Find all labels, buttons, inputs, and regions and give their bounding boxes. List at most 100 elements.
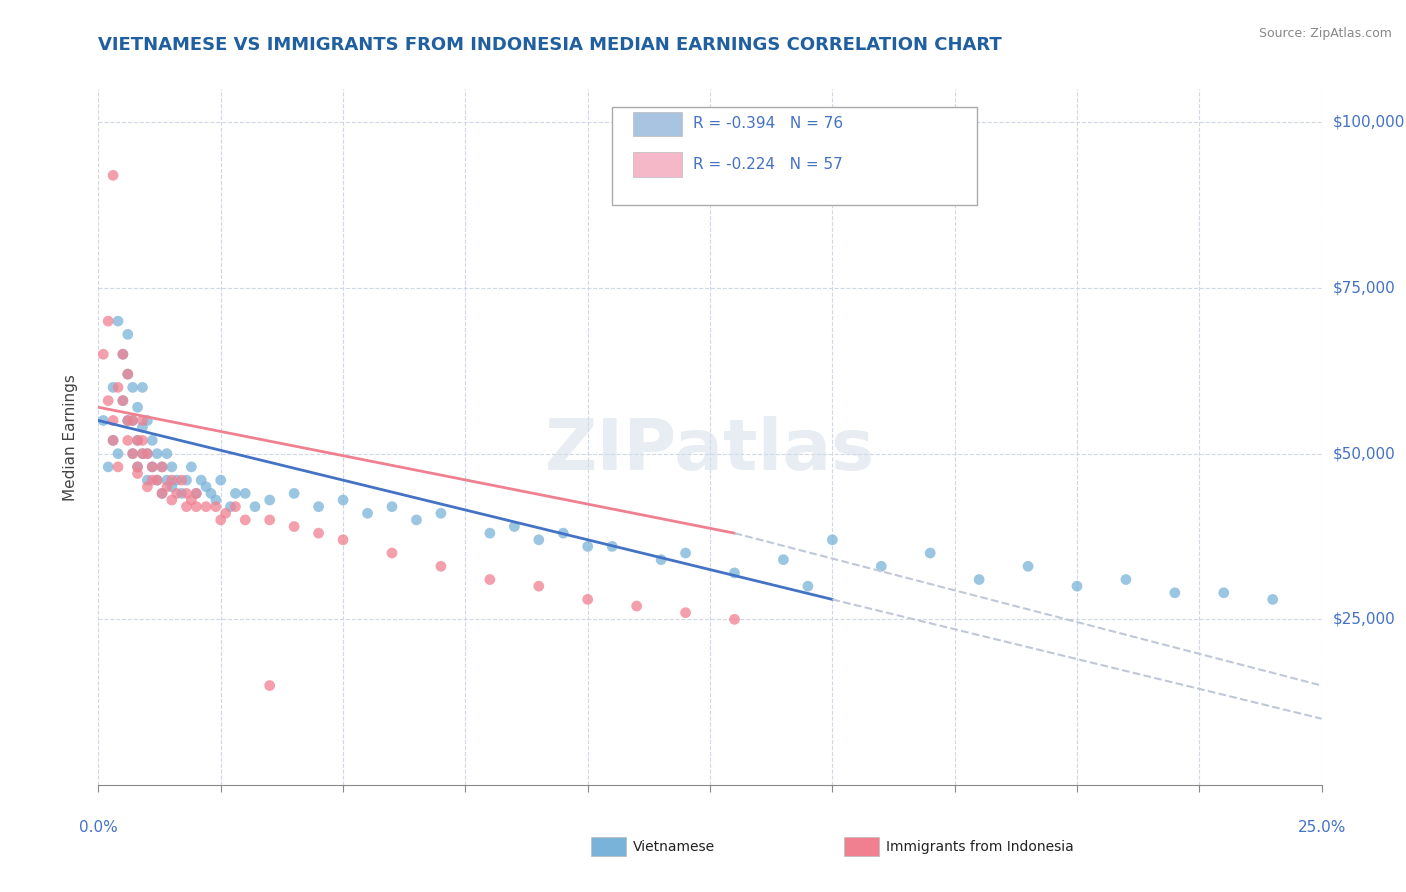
Point [121,413,143,427]
Text: R = -0.224   N = 57: R = -0.224 N = 57 [693,157,844,171]
Point [101,413,124,427]
Point [821,533,844,547]
Point [626,599,648,613]
Point [332,533,354,547]
Point [141,434,163,448]
Point [127,434,149,448]
Point [107,447,129,461]
Point [214,506,236,520]
Point [131,420,153,434]
Point [131,413,153,427]
Point [772,552,794,566]
Point [186,486,208,500]
Point [131,447,153,461]
Point [308,500,330,514]
Point [1212,586,1234,600]
Point [150,486,173,500]
Point [101,380,124,394]
Point [224,500,246,514]
Point [205,493,228,508]
Point [136,473,159,487]
Point [478,573,501,587]
Point [146,447,169,461]
Point [283,519,305,533]
Text: $100,000: $100,000 [1333,115,1405,130]
Point [967,573,990,587]
Point [283,486,305,500]
Point [381,500,404,514]
Point [527,533,550,547]
Point [121,447,143,461]
Point [101,169,124,183]
Point [797,579,820,593]
Point [430,559,453,574]
Point [150,459,173,474]
Point [527,579,550,593]
Point [91,413,114,427]
Point [117,413,139,427]
Point [141,459,163,474]
Point [259,679,281,693]
Point [233,486,256,500]
Point [405,513,427,527]
Point [166,473,188,487]
Point [91,347,114,361]
Point [195,480,218,494]
Text: 25.0%: 25.0% [1298,820,1346,835]
Point [117,367,139,381]
Point [101,434,124,448]
Point [430,506,453,520]
Point [121,380,143,394]
Point [553,526,575,541]
Point [1066,579,1088,593]
Point [141,459,163,474]
Point [176,486,198,500]
Point [870,559,893,574]
Text: $50,000: $50,000 [1333,446,1396,461]
Point [200,486,222,500]
Text: R = -0.394   N = 76: R = -0.394 N = 76 [693,117,844,131]
Point [176,473,198,487]
Point [111,347,134,361]
Point [146,473,169,487]
Point [243,500,266,514]
Point [190,473,212,487]
Point [259,513,281,527]
Point [195,500,218,514]
Point [131,447,153,461]
Text: ZIPatlas: ZIPatlas [546,417,875,485]
Point [111,393,134,408]
Point [97,459,120,474]
Text: VIETNAMESE VS IMMIGRANTS FROM INDONESIA MEDIAN EARNINGS CORRELATION CHART: VIETNAMESE VS IMMIGRANTS FROM INDONESIA … [98,36,1002,54]
Point [101,434,124,448]
Point [141,473,163,487]
Text: $75,000: $75,000 [1333,280,1396,295]
Point [107,314,129,328]
Point [156,473,179,487]
Point [576,592,599,607]
Point [97,393,120,408]
Point [166,486,188,500]
Point [259,493,281,508]
Point [478,526,501,541]
Point [111,347,134,361]
Text: Immigrants from Indonesia: Immigrants from Indonesia [886,839,1074,854]
Point [131,380,153,394]
Point [150,459,173,474]
Point [186,500,208,514]
Y-axis label: Median Earnings: Median Earnings [63,374,77,500]
Point [180,493,202,508]
Point [121,447,143,461]
Point [160,459,183,474]
Point [136,413,159,427]
Point [675,606,697,620]
Point [127,401,149,415]
Point [117,434,139,448]
Text: Vietnamese: Vietnamese [633,839,714,854]
Point [160,473,183,487]
Point [219,500,242,514]
Point [127,434,149,448]
Point [117,413,139,427]
Point [107,380,129,394]
Point [170,473,193,487]
